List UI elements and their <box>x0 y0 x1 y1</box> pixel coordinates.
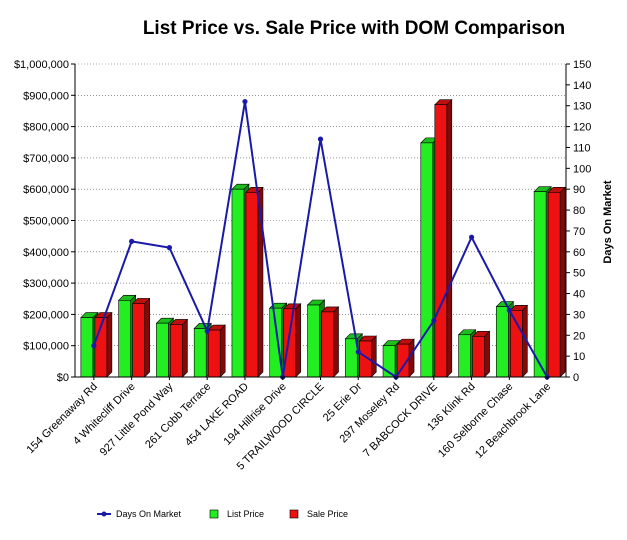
legend-item: List Price <box>209 509 264 519</box>
right-tick-label: 50 <box>573 268 585 280</box>
legend-item: Days On Market <box>97 509 182 519</box>
bar-sale-price <box>471 330 491 378</box>
dom-line-layer <box>91 98 550 380</box>
left-axis-ticks: $0 $100,000 $200,000 $300,000 $400,000 $500,0… <box>14 59 75 384</box>
left-tick-label: $400,000 <box>23 247 69 259</box>
bar-sale-price <box>283 303 302 378</box>
category-label: 454 LAKE ROAD <box>183 381 251 449</box>
category-label: 7 BABCOCK DRIVE <box>361 381 440 460</box>
bar-sale-price <box>169 318 189 378</box>
right-tick-label: 20 <box>573 330 585 342</box>
bar-sale-price <box>245 186 264 378</box>
legend-swatch <box>289 509 299 519</box>
right-tick-label: 10 <box>573 351 585 363</box>
dom-point <box>204 328 210 334</box>
category-label: 154 Greenaway Rd <box>25 381 101 457</box>
legend-label: List Price <box>227 509 264 519</box>
dom-point <box>506 307 512 313</box>
right-axis-ticks: 0 10 20 30 40 50 60 70 80 90 100 110 120 130 140 150 <box>566 59 591 384</box>
legend-label: Sale Price <box>307 509 348 519</box>
dom-point <box>431 318 437 324</box>
legend-swatch <box>209 509 219 519</box>
bars-layer <box>80 98 566 378</box>
right-tick-label: 60 <box>573 247 585 259</box>
bar-sale-price <box>131 297 151 378</box>
legend-item: Sale Price <box>289 509 348 519</box>
dom-point <box>355 349 361 355</box>
right-tick-label: 90 <box>573 184 585 196</box>
category-label: 12 Beachbrook Lane <box>473 381 553 461</box>
left-tick-label: $0 <box>57 372 69 384</box>
left-tick-label: $200,000 <box>23 309 69 321</box>
right-tick-label: 120 <box>573 122 591 134</box>
left-tick-label: $100,000 <box>23 341 69 353</box>
right-tick-label: 110 <box>573 142 591 154</box>
right-tick-label: 130 <box>573 101 591 113</box>
dom-point <box>242 98 248 105</box>
legend: Days On Market List Price Sale Price <box>97 509 348 519</box>
right-tick-label: 80 <box>573 205 585 217</box>
bar-sale-price <box>358 335 377 378</box>
category-label: 160 Selborne Chase <box>436 381 515 460</box>
left-tick-label: $800,000 <box>23 122 69 134</box>
dom-point <box>317 136 324 142</box>
right-tick-label: 0 <box>573 372 579 384</box>
dom-point <box>468 234 475 240</box>
right-tick-label: 70 <box>573 226 585 238</box>
bar-sale-price <box>547 186 566 378</box>
bar-sale-price <box>207 324 226 378</box>
legend-label: Days On Market <box>116 509 182 519</box>
bar-sale-price <box>434 98 453 378</box>
category-label: 261 Cobb Terrace <box>143 381 213 451</box>
dom-point <box>91 343 97 349</box>
left-tick-label: $500,000 <box>23 216 69 228</box>
right-tick-label: 140 <box>573 80 591 92</box>
right-tick-label: 100 <box>573 163 591 175</box>
left-tick-label: $300,000 <box>23 278 69 290</box>
left-tick-label: $600,000 <box>23 184 69 196</box>
right-tick-label: 30 <box>573 309 585 321</box>
dom-point <box>129 238 135 244</box>
dom-point <box>166 245 173 251</box>
bar-sale-price <box>320 306 340 378</box>
left-tick-label: $900,000 <box>23 90 69 102</box>
bar-sale-price <box>396 338 415 378</box>
right-axis-label: Days On Market <box>602 180 614 263</box>
right-tick-label: 150 <box>573 59 591 71</box>
right-tick-label: 40 <box>573 289 585 301</box>
left-tick-label: $1,000,000 <box>14 59 69 71</box>
chart-title: List Price vs. Sale Price with DOM Compa… <box>143 18 565 39</box>
category-label: 927 Little Pond Way <box>98 380 176 458</box>
legend-swatch-marker <box>101 511 107 517</box>
left-tick-label: $700,000 <box>23 153 69 165</box>
